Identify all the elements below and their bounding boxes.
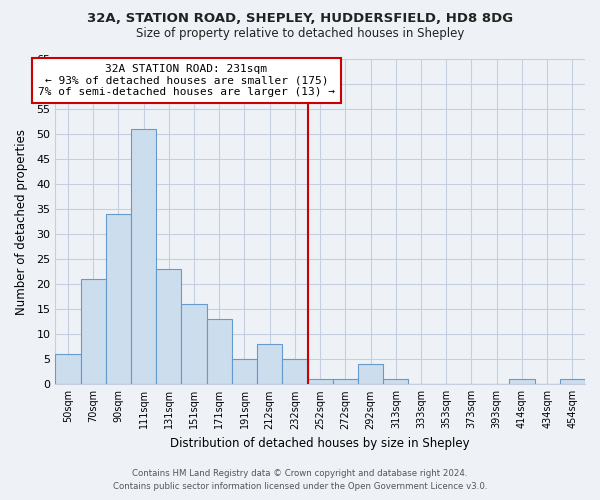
Bar: [106, 214, 131, 384]
Bar: [308, 380, 333, 384]
Bar: [333, 380, 358, 384]
Text: Contains HM Land Registry data © Crown copyright and database right 2024.
Contai: Contains HM Land Registry data © Crown c…: [113, 470, 487, 491]
Bar: [156, 269, 181, 384]
Bar: [257, 344, 283, 385]
Bar: [206, 319, 232, 384]
Bar: [80, 279, 106, 384]
Bar: [383, 380, 409, 384]
Text: 32A STATION ROAD: 231sqm
← 93% of detached houses are smaller (175)
7% of semi-d: 32A STATION ROAD: 231sqm ← 93% of detach…: [38, 64, 335, 97]
Y-axis label: Number of detached properties: Number of detached properties: [15, 128, 28, 314]
Bar: [131, 129, 156, 384]
Bar: [509, 380, 535, 384]
Bar: [283, 360, 308, 384]
Bar: [181, 304, 206, 384]
Text: Size of property relative to detached houses in Shepley: Size of property relative to detached ho…: [136, 28, 464, 40]
Bar: [55, 354, 80, 384]
Text: 32A, STATION ROAD, SHEPLEY, HUDDERSFIELD, HD8 8DG: 32A, STATION ROAD, SHEPLEY, HUDDERSFIELD…: [87, 12, 513, 26]
Bar: [358, 364, 383, 384]
Bar: [232, 360, 257, 384]
Bar: [560, 380, 585, 384]
X-axis label: Distribution of detached houses by size in Shepley: Distribution of detached houses by size …: [170, 437, 470, 450]
